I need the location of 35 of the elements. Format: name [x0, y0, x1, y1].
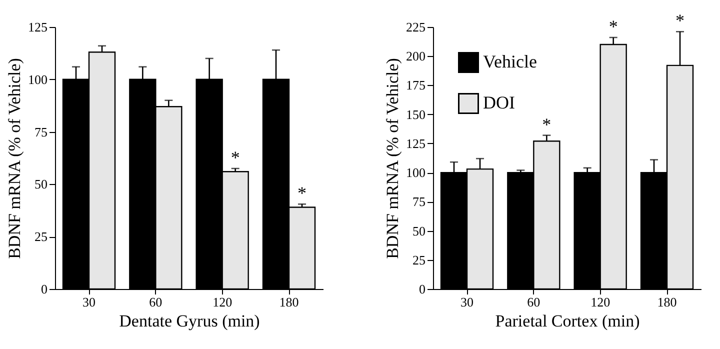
x-tick-label: 60	[527, 294, 540, 310]
y-tick-label: 200	[406, 48, 426, 64]
x-tick-label: 180	[279, 294, 299, 310]
annotation: *	[230, 147, 240, 168]
x-tick-label: 60	[149, 294, 162, 310]
y-tick-label: 0	[419, 282, 426, 296]
y-tick-label: 125	[406, 136, 426, 151]
annotation: *	[298, 183, 306, 204]
x-tick-label: 120	[590, 294, 610, 310]
y-tick-label: 100	[28, 72, 48, 87]
legend-label: Vehicle	[483, 52, 537, 72]
x-tick-label: 30	[82, 294, 96, 310]
y-tick-label: 75	[412, 194, 426, 210]
y-tick-label: 50	[412, 223, 426, 238]
annotation: *	[542, 114, 552, 134]
x-axis-title: Dentate Gyrus (min)	[119, 312, 260, 330]
annotation: *	[608, 16, 618, 36]
y-tick-label: 150	[406, 106, 426, 122]
y-tick-label: 125	[28, 20, 48, 34]
y-tick-label: 225	[406, 20, 426, 34]
x-tick-label: 30	[460, 294, 474, 310]
y-tick-label: 25	[412, 252, 426, 268]
y-tick-label: 75	[34, 124, 48, 140]
x-tick-label: 120	[212, 294, 232, 310]
y-tick-label: 100	[406, 165, 426, 180]
y-tick-label: 0	[41, 282, 48, 296]
y-tick-label: 25	[34, 229, 48, 244]
y-axis-title: BDNF mRNA (% of Vehicle)	[383, 58, 402, 259]
legend-label: DOI	[483, 92, 515, 112]
x-axis-title: Parietal Cortex (min)	[495, 312, 640, 330]
y-tick-label: 175	[406, 78, 426, 93]
y-axis-title: BDNF mRNA (% of Vehicle)	[5, 58, 24, 259]
annotation: *	[676, 10, 684, 31]
x-tick-label: 180	[657, 294, 677, 310]
y-tick-label: 50	[34, 176, 48, 192]
